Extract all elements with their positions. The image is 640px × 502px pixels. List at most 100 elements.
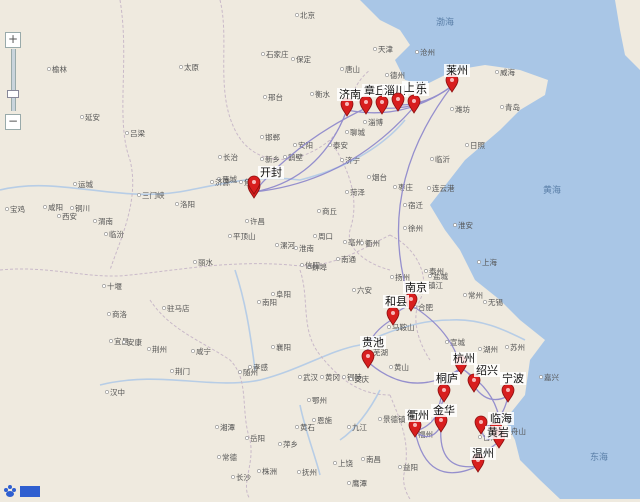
marker-jinhua[interactable]: 金华 <box>431 403 457 433</box>
baidu-paw-icon <box>4 485 40 497</box>
city-label: 济宁 <box>345 155 360 165</box>
city-dot <box>430 157 434 161</box>
marker-linhai[interactable]: 临海 <box>488 411 514 441</box>
city-dot <box>245 436 249 440</box>
location-markers[interactable]: 莱州济南章丘淄川上地乐开封南京和县贵池杭州桐庐绍兴宁波金华衢州临海黄岩温州 <box>247 64 526 473</box>
city-dot <box>43 205 47 209</box>
city-label: 上海 <box>482 257 497 267</box>
marker-label-linhai: 临海 <box>490 411 512 425</box>
route-line-jinan-kaifeng <box>253 109 348 193</box>
city-label: 洛阳 <box>180 199 195 209</box>
city-dot <box>428 274 432 278</box>
city-dot <box>278 442 282 446</box>
city-label: 汉中 <box>110 387 125 397</box>
map-pin-dot <box>252 180 256 184</box>
city-dot <box>295 13 299 17</box>
zoom-in-button[interactable]: + <box>5 32 21 48</box>
marker-label-quzhou: 衢州 <box>407 409 429 422</box>
marker-shaoxing[interactable]: 绍兴 <box>467 363 500 393</box>
city-label: 太原 <box>184 62 199 72</box>
marker-ningbo[interactable]: 宁波 <box>500 371 526 403</box>
map-pin-dot <box>506 388 510 392</box>
city-label: 宝鸡 <box>10 204 25 214</box>
marker-label-bg <box>337 88 363 101</box>
marker-le[interactable]: 乐 <box>407 83 429 114</box>
city-label: 衢州 <box>365 238 380 248</box>
marker-zhengzhou[interactable] <box>247 175 261 195</box>
map-pin-dot <box>366 354 370 358</box>
marker-wenzhou[interactable]: 温州 <box>470 447 496 473</box>
marker-jinan[interactable]: 济南 <box>337 87 363 117</box>
marker-hangzhou[interactable]: 杭州 <box>451 351 477 375</box>
city-label: 平顶山 <box>233 231 256 241</box>
city-dot <box>336 257 340 261</box>
city-label: 株洲 <box>262 466 277 476</box>
marker-hexian[interactable]: 和县 <box>383 295 409 326</box>
sea-label-donghai: 东海 <box>590 451 608 463</box>
map-pin-dot <box>442 388 446 392</box>
rivers <box>0 119 526 476</box>
city-label: 天津 <box>378 45 393 54</box>
zoom-slider-track[interactable] <box>11 49 16 111</box>
city-dot <box>275 243 279 247</box>
city-label: 延安 <box>85 112 100 122</box>
city-label: 阜阳 <box>276 289 291 299</box>
city-dot <box>340 158 344 162</box>
city-label: 晋城 <box>222 175 237 184</box>
city-label: 常德 <box>222 452 237 462</box>
map-provider-logo <box>2 483 42 497</box>
marker-huangyan[interactable]: 黄岩 <box>485 425 511 449</box>
map-pin-dot <box>412 99 416 103</box>
city-dot <box>345 190 349 194</box>
city-dot <box>245 219 249 223</box>
city-dot <box>450 107 454 111</box>
city-dot <box>333 461 337 465</box>
city-dot <box>465 143 469 147</box>
zoom-control[interactable]: + − <box>5 32 21 130</box>
city-dot <box>453 223 457 227</box>
city-label: 渭南 <box>98 216 113 226</box>
city-label: 保定 <box>296 54 311 64</box>
marker-tonglu[interactable]: 桐庐 <box>434 371 460 403</box>
marker-label-bg <box>500 372 526 385</box>
city-label: 邯郸 <box>265 132 280 142</box>
marker-quzhou[interactable]: 衢州 <box>405 409 431 438</box>
city-label: 潍坊 <box>455 104 470 114</box>
marker-label-bg <box>485 426 511 439</box>
city-dot <box>162 306 166 310</box>
route-line-zhangqiu-kaifeng <box>253 107 367 193</box>
city-dot <box>505 345 509 349</box>
map-pin-icon[interactable] <box>391 92 405 112</box>
marker-zhangqiu[interactable]: 章丘 <box>359 83 388 115</box>
city-dot <box>389 365 393 369</box>
marker-label-bg <box>405 409 431 422</box>
city-label: 盐城 <box>433 271 448 281</box>
zoom-slider-handle[interactable] <box>7 90 19 98</box>
city-label: 九江 <box>352 423 367 432</box>
city-label: 威海 <box>500 67 515 77</box>
map-pin-icon[interactable] <box>361 349 375 369</box>
city-label: 淮安 <box>458 220 473 230</box>
city-dot <box>398 465 402 469</box>
marker-guichi[interactable]: 贵池 <box>360 336 386 369</box>
marker-label-tonglu: 桐庐 <box>436 371 458 385</box>
city-dot <box>478 435 482 439</box>
map-pin-icon[interactable] <box>247 175 261 195</box>
marker-laizhou[interactable]: 莱州 <box>444 64 470 93</box>
city-label: 鹰潭 <box>352 478 367 488</box>
city-dot <box>342 375 346 379</box>
city-dot <box>248 365 252 369</box>
city-label: 景德镇 <box>383 414 406 424</box>
city-dot <box>307 265 311 269</box>
city-label: 临汾 <box>109 229 124 239</box>
sea-label-bohai: 渤海 <box>436 16 454 28</box>
city-label: 三门峡 <box>142 190 165 200</box>
map-pin-dot <box>450 78 454 82</box>
zoom-out-button[interactable]: − <box>5 114 21 130</box>
city-dot <box>70 206 74 210</box>
city-dot <box>107 312 111 316</box>
city-dot <box>260 135 264 139</box>
city-label: 芜湖 <box>373 347 388 357</box>
city-label: 长治 <box>223 152 238 162</box>
